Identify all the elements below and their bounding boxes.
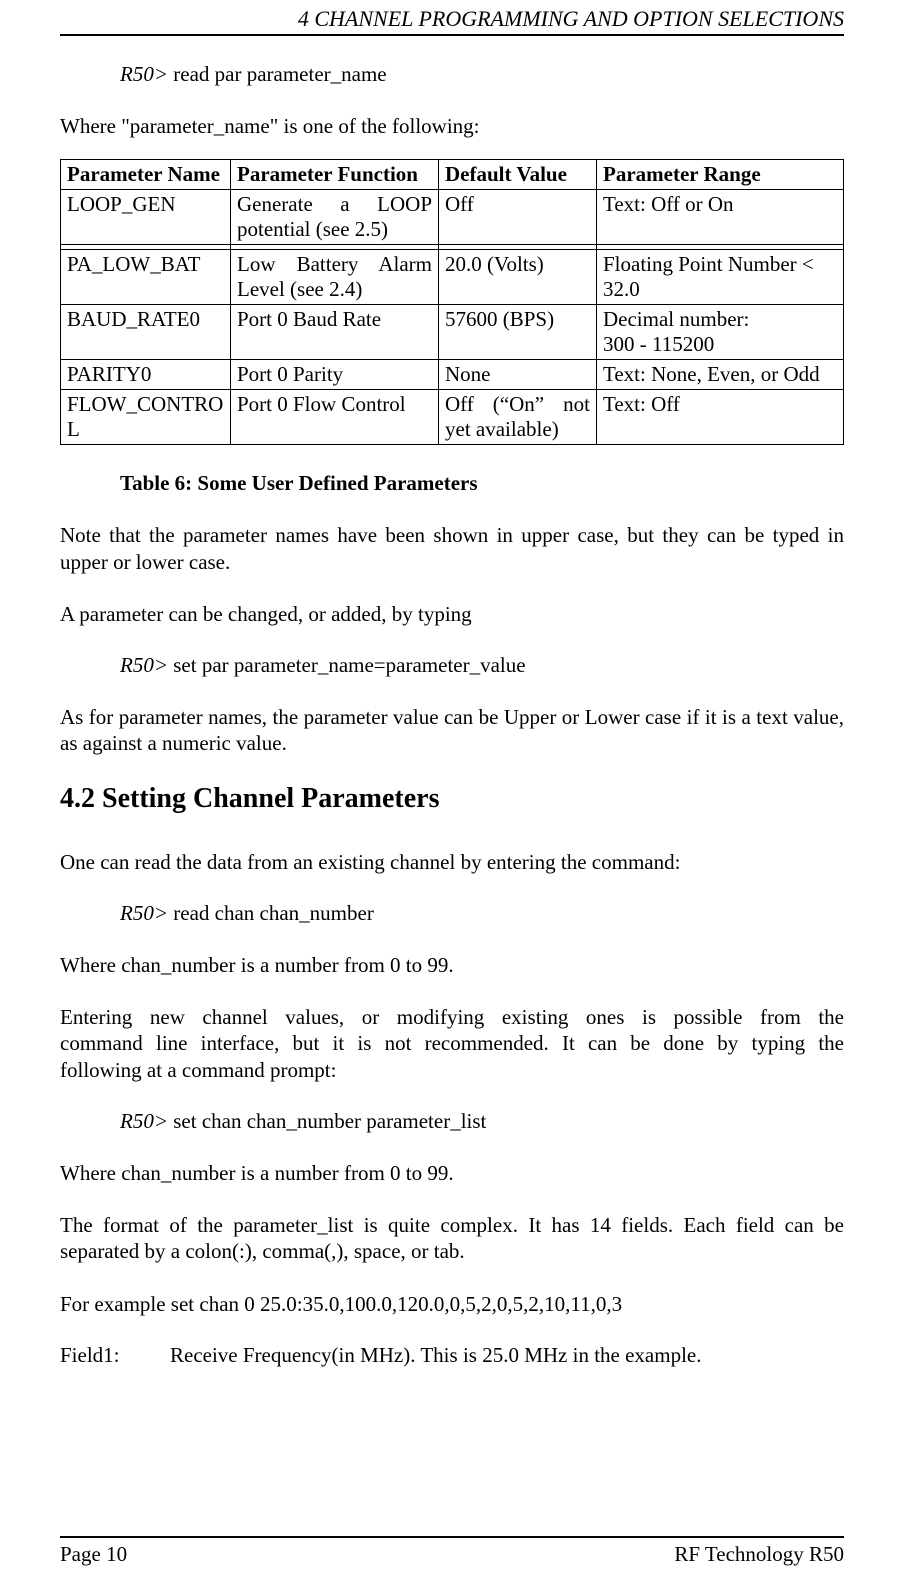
field1-label: Field1:: [60, 1343, 170, 1368]
cell-func-line2: Level (see 2.4): [237, 277, 432, 302]
footer-doc-id: RF Technology R50: [674, 1542, 844, 1567]
cell-range-line1: Decimal number:: [603, 307, 837, 332]
cell-name: LOOP_GEN: [61, 190, 231, 245]
para-value-case: As for parameter names, the parameter va…: [60, 704, 844, 757]
heading-setting-channel-parameters: 4.2 Setting Channel Parameters: [60, 783, 844, 815]
cell-default: Off: [439, 190, 597, 245]
table-header-row: Parameter Name Parameter Function Defaul…: [61, 160, 844, 190]
cell-default-line1: Off (“On” not: [445, 392, 590, 417]
cell-name: PARITY0: [61, 360, 231, 390]
cell-default: 57600 (BPS): [439, 305, 597, 360]
para-chan-number-range-1: Where chan_number is a number from 0 to …: [60, 952, 844, 978]
th-default-value: Default Value: [439, 160, 597, 190]
cmd-set-chan-text: set chan chan_number parameter_list: [168, 1109, 486, 1133]
table-row: FLOW_CONTROL Port 0 Flow Control Off (“O…: [61, 390, 844, 445]
cell-name: FLOW_CONTROL: [61, 390, 231, 445]
cmd-read-par: R50> read par parameter_name: [120, 62, 844, 87]
prompt: R50>: [120, 901, 168, 925]
cell-func-line2: potential (see 2.5): [237, 217, 432, 242]
cell-func: Port 0 Parity: [231, 360, 439, 390]
table-row: PARITY0 Port 0 Parity None Text: None, E…: [61, 360, 844, 390]
cell-func: Generate a LOOP potential (see 2.5): [231, 190, 439, 245]
page-footer: Page 10 RF Technology R50: [60, 1536, 844, 1567]
prompt: R50>: [120, 653, 168, 677]
cell-default: Off (“On” not yet available): [439, 390, 597, 445]
para-example-set-chan: For example set chan 0 25.0:35.0,100.0,1…: [60, 1291, 844, 1317]
para-param-list-format: The format of the parameter_list is quit…: [60, 1212, 844, 1265]
para-entering-new-values: Entering new channel values, or modifyin…: [60, 1004, 844, 1083]
table-caption: Table 6: Some User Defined Parameters: [120, 471, 844, 496]
para-upper-lower-case-names: Note that the parameter names have been …: [60, 522, 844, 575]
cell-range: Text: None, Even, or Odd: [597, 360, 844, 390]
th-parameter-function: Parameter Function: [231, 160, 439, 190]
field1-line: Field1: Receive Frequency(in MHz). This …: [60, 1343, 844, 1368]
cmd-read-par-text: read par parameter_name: [168, 62, 387, 86]
cell-func-line1: Generate a LOOP: [237, 192, 432, 217]
cell-func: Low Battery Alarm Level (see 2.4): [231, 250, 439, 305]
page: 4 CHANNEL PROGRAMMING AND OPTION SELECTI…: [0, 0, 904, 1595]
para-chan-number-range-2: Where chan_number is a number from 0 to …: [60, 1160, 844, 1186]
cell-range: Text: Off: [597, 390, 844, 445]
para-line: command line interface, but it is not re…: [60, 1030, 844, 1056]
table-row: PA_LOW_BAT Low Battery Alarm Level (see …: [61, 250, 844, 305]
cell-name: BAUD_RATE0: [61, 305, 231, 360]
para-read-chan-intro: One can read the data from an existing c…: [60, 849, 844, 875]
table-row: BAUD_RATE0 Port 0 Baud Rate 57600 (BPS) …: [61, 305, 844, 360]
cell-func: Port 0 Baud Rate: [231, 305, 439, 360]
cmd-read-chan: R50> read chan chan_number: [120, 901, 844, 926]
footer-page-number: Page 10: [60, 1542, 127, 1567]
cell-func: Port 0 Flow Control: [231, 390, 439, 445]
cmd-set-par: R50> set par parameter_name=parameter_va…: [120, 653, 844, 678]
cell-default: None: [439, 360, 597, 390]
para-line: Entering new channel values, or modifyin…: [60, 1004, 844, 1030]
parameters-table: Parameter Name Parameter Function Defaul…: [60, 159, 844, 445]
cmd-set-par-text: set par parameter_name=parameter_value: [168, 653, 526, 677]
th-parameter-range: Parameter Range: [597, 160, 844, 190]
th-parameter-name: Parameter Name: [61, 160, 231, 190]
cell-range-line2: 300 - 115200: [603, 332, 837, 357]
cmd-read-chan-text: read chan chan_number: [168, 901, 374, 925]
field1-text: Receive Frequency(in MHz). This is 25.0 …: [170, 1343, 701, 1368]
cell-default-line2: yet available): [445, 417, 590, 442]
para-line: following at a command prompt:: [60, 1057, 844, 1083]
cell-range: Decimal number: 300 - 115200: [597, 305, 844, 360]
running-header: 4 CHANNEL PROGRAMMING AND OPTION SELECTI…: [60, 0, 844, 36]
para-change-or-add: A parameter can be changed, or added, by…: [60, 601, 844, 627]
cell-range: Text: Off or On: [597, 190, 844, 245]
cell-range: Floating Point Number < 32.0: [597, 250, 844, 305]
prompt: R50>: [120, 1109, 168, 1133]
prompt: R50>: [120, 62, 168, 86]
table-row: LOOP_GEN Generate a LOOP potential (see …: [61, 190, 844, 245]
cell-name: PA_LOW_BAT: [61, 250, 231, 305]
cell-func-line1: Low Battery Alarm: [237, 252, 432, 277]
para-where-param-name: Where "parameter_name" is one of the fol…: [60, 113, 844, 139]
cell-default: 20.0 (Volts): [439, 250, 597, 305]
cmd-set-chan: R50> set chan chan_number parameter_list: [120, 1109, 844, 1134]
